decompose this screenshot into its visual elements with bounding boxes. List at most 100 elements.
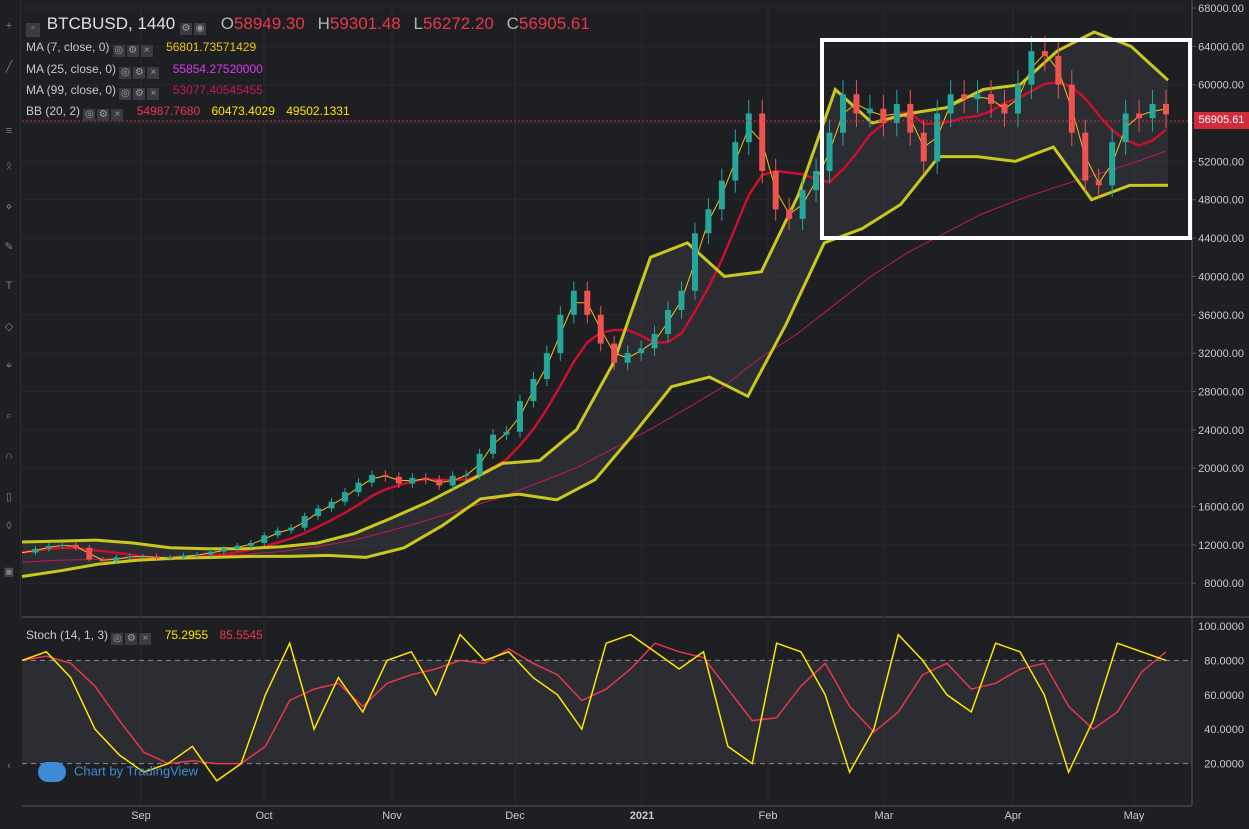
candle-body[interactable]: [907, 103, 914, 133]
candle-body[interactable]: [516, 401, 523, 432]
candle-body[interactable]: [853, 94, 860, 114]
candle-body[interactable]: [301, 516, 308, 528]
candle-body[interactable]: [1001, 103, 1008, 114]
candle-body[interactable]: [557, 314, 564, 354]
candle-body[interactable]: [72, 544, 79, 548]
settings-icon[interactable]: ⚙: [179, 23, 192, 35]
candle-body[interactable]: [1055, 55, 1062, 85]
candle-body[interactable]: [624, 353, 631, 363]
trash-icon[interactable]: ▣: [3, 566, 15, 578]
candle-body[interactable]: [678, 290, 685, 310]
candle-body[interactable]: [1028, 51, 1035, 85]
candle-body[interactable]: [86, 547, 93, 560]
candle-body[interactable]: [382, 474, 389, 477]
gear-icon[interactable]: ⚙: [126, 45, 139, 57]
candle-body[interactable]: [691, 233, 698, 291]
candle-body[interactable]: [1109, 142, 1116, 186]
candle-body[interactable]: [45, 545, 52, 549]
candle-body[interactable]: [597, 314, 604, 344]
candle-body[interactable]: [1041, 51, 1048, 56]
settings-icon[interactable]: ◎: [111, 633, 124, 645]
candle-body[interactable]: [1082, 132, 1089, 181]
candle-body[interactable]: [1014, 84, 1021, 114]
candle-body[interactable]: [705, 209, 712, 234]
candle-body[interactable]: [1163, 103, 1169, 115]
gear-icon[interactable]: ⚙: [125, 633, 138, 645]
magnet-icon[interactable]: ∩: [5, 450, 13, 462]
candle-body[interactable]: [732, 142, 739, 181]
candle-body[interactable]: [1068, 84, 1075, 133]
candle-body[interactable]: [651, 333, 658, 349]
candle-body[interactable]: [880, 108, 887, 124]
candle-body[interactable]: [611, 343, 618, 363]
candle-body[interactable]: [261, 535, 268, 543]
text-icon[interactable]: T: [5, 280, 13, 292]
candle-body[interactable]: [786, 209, 793, 219]
candle-body[interactable]: [1122, 113, 1129, 143]
chart-type-icon[interactable]: ▫: [26, 23, 40, 37]
candle-body[interactable]: [113, 557, 120, 562]
shape-icon[interactable]: ◇: [4, 321, 14, 333]
candle-body[interactable]: [140, 556, 147, 558]
close-icon[interactable]: ×: [111, 109, 124, 121]
candle-body[interactable]: [315, 508, 322, 517]
candle-body[interactable]: [449, 475, 456, 486]
candle-body[interactable]: [988, 94, 995, 104]
candle-body[interactable]: [220, 548, 227, 552]
pattern-icon[interactable]: ᛟ: [5, 160, 13, 172]
candle-body[interactable]: [813, 170, 820, 191]
candle-body[interactable]: [32, 548, 39, 553]
candle-body[interactable]: [866, 108, 873, 114]
gear-icon[interactable]: ⚙: [133, 67, 146, 79]
candle-body[interactable]: [153, 556, 160, 559]
close-icon[interactable]: ×: [140, 45, 153, 57]
cursor-icon[interactable]: +: [5, 20, 13, 32]
candle-body[interactable]: [234, 545, 241, 549]
fib-icon[interactable]: ≡: [5, 125, 13, 137]
candle-body[interactable]: [368, 474, 375, 483]
close-icon[interactable]: ×: [139, 633, 152, 645]
candle-body[interactable]: [570, 290, 577, 315]
candle-body[interactable]: [422, 477, 429, 480]
candle-body[interactable]: [947, 94, 954, 114]
candle-body[interactable]: [167, 557, 174, 559]
eye-icon[interactable]: ◊: [6, 520, 12, 532]
candle-body[interactable]: [503, 431, 510, 435]
settings-icon[interactable]: ◎: [119, 88, 132, 100]
close-icon[interactable]: ×: [147, 67, 160, 79]
candle-body[interactable]: [530, 379, 537, 402]
candle-body[interactable]: [355, 482, 362, 493]
candle-body[interactable]: [759, 113, 766, 171]
candle-body[interactable]: [436, 479, 443, 486]
candle-body[interactable]: [99, 559, 106, 562]
candle-body[interactable]: [826, 132, 833, 171]
collapse-icon[interactable]: ‹: [7, 760, 11, 772]
candle-body[interactable]: [328, 501, 335, 509]
candle-body[interactable]: [934, 113, 941, 162]
candle-body[interactable]: [772, 170, 779, 210]
candle-body[interactable]: [961, 94, 968, 100]
candle-body[interactable]: [193, 554, 200, 556]
candle-body[interactable]: [247, 542, 254, 546]
tradingview-watermark[interactable]: Chart by TradingView: [38, 762, 198, 782]
settings-icon[interactable]: ◎: [112, 45, 125, 57]
candle-body[interactable]: [395, 476, 402, 484]
candle-body[interactable]: [59, 544, 66, 546]
measure-icon[interactable]: ⌖: [5, 360, 13, 372]
candle-body[interactable]: [665, 310, 672, 334]
gear-icon[interactable]: ⚙: [97, 109, 110, 121]
lock-icon[interactable]: ▯: [5, 491, 13, 503]
candle-body[interactable]: [1136, 113, 1143, 119]
candle-body[interactable]: [920, 132, 927, 162]
close-icon[interactable]: ×: [147, 88, 160, 100]
brush-icon[interactable]: ✎: [4, 241, 14, 253]
candle-body[interactable]: [974, 94, 981, 100]
candle-body[interactable]: [584, 290, 591, 315]
candle-body[interactable]: [274, 530, 281, 536]
candle-body[interactable]: [476, 453, 483, 475]
zoom-icon[interactable]: ⌕: [5, 410, 13, 422]
candle-body[interactable]: [839, 94, 846, 133]
candle-body[interactable]: [1095, 180, 1102, 186]
candle-body[interactable]: [463, 474, 470, 476]
